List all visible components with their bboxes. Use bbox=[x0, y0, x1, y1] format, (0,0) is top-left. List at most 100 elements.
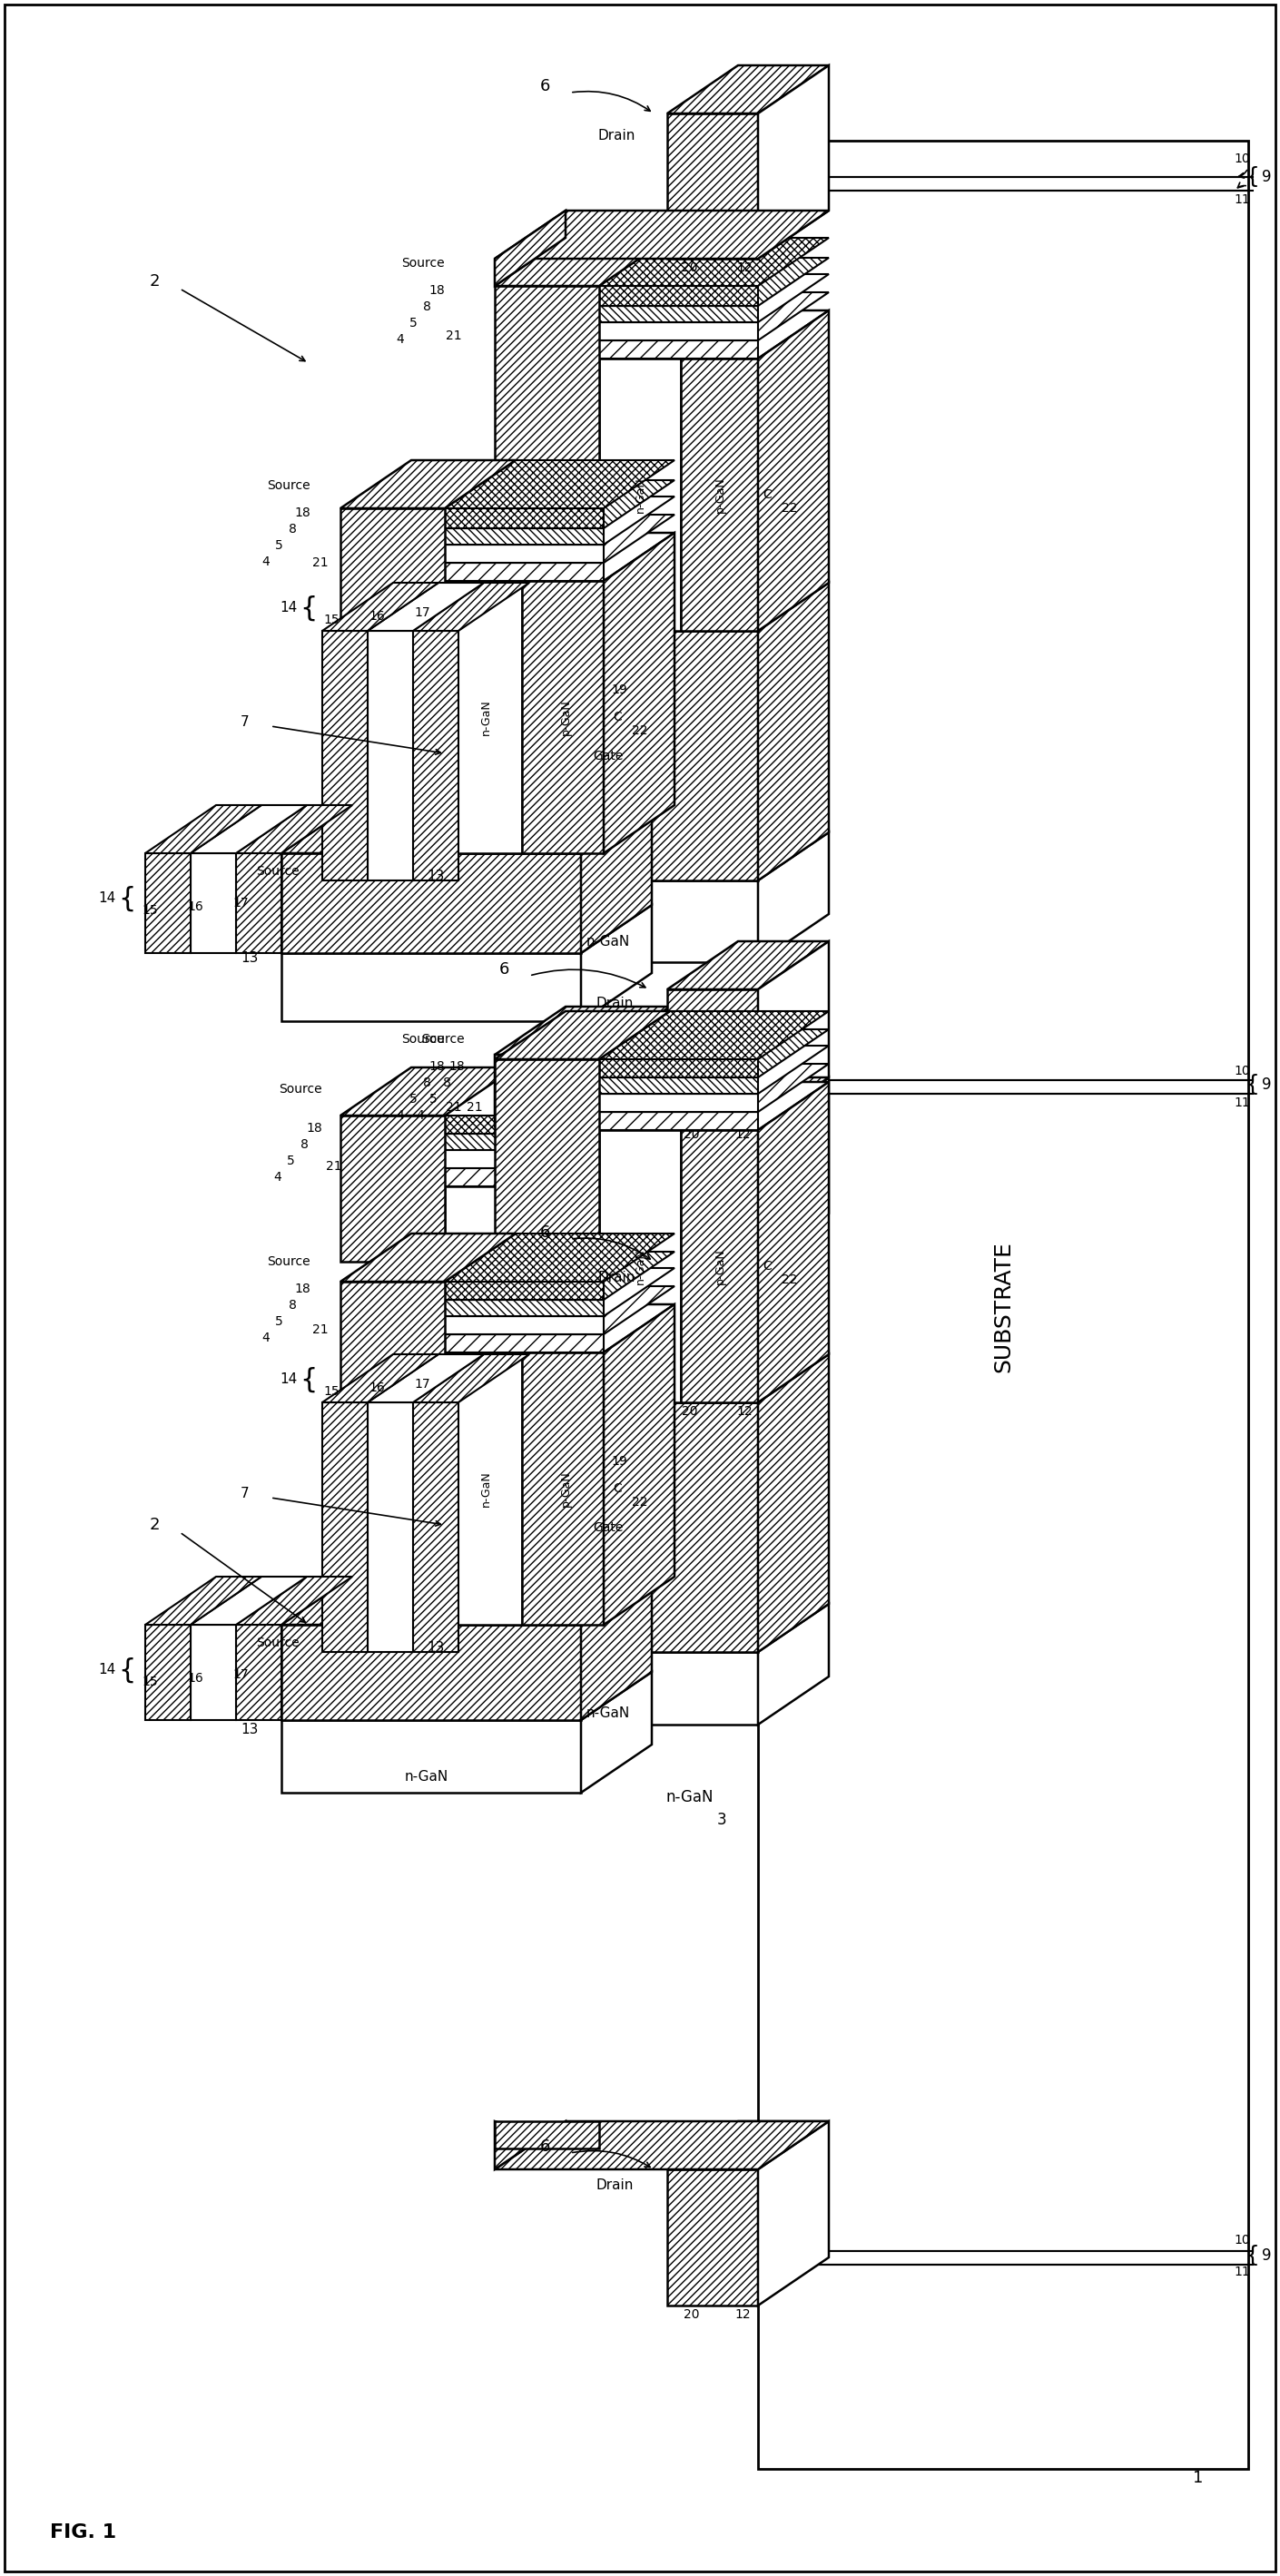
Text: Source: Source bbox=[279, 1082, 323, 1095]
Polygon shape bbox=[413, 631, 458, 881]
Polygon shape bbox=[599, 1090, 758, 1108]
Polygon shape bbox=[445, 479, 675, 528]
Polygon shape bbox=[599, 1113, 758, 1131]
Polygon shape bbox=[445, 1301, 604, 1316]
Polygon shape bbox=[581, 1577, 652, 1721]
Polygon shape bbox=[495, 286, 599, 631]
Polygon shape bbox=[495, 2120, 599, 2148]
Polygon shape bbox=[445, 1267, 675, 1316]
Text: 8: 8 bbox=[424, 1077, 431, 1090]
Polygon shape bbox=[758, 1082, 829, 1401]
Text: 16: 16 bbox=[369, 611, 385, 623]
Polygon shape bbox=[599, 1072, 758, 1090]
Polygon shape bbox=[340, 1066, 516, 1115]
Polygon shape bbox=[282, 853, 581, 953]
Text: 5: 5 bbox=[275, 1316, 283, 1329]
Text: {: { bbox=[1245, 2244, 1260, 2267]
Text: 18: 18 bbox=[294, 1283, 311, 1296]
Polygon shape bbox=[599, 322, 758, 340]
Polygon shape bbox=[599, 1046, 829, 1095]
Polygon shape bbox=[599, 312, 829, 358]
Polygon shape bbox=[236, 1625, 282, 1721]
Polygon shape bbox=[367, 582, 484, 631]
Polygon shape bbox=[495, 1054, 599, 1262]
Text: 20: 20 bbox=[684, 2308, 700, 2321]
Polygon shape bbox=[367, 1401, 413, 1651]
Text: n-GaN: n-GaN bbox=[634, 477, 646, 513]
Polygon shape bbox=[599, 358, 681, 631]
Text: 11: 11 bbox=[1234, 193, 1251, 206]
Text: 9: 9 bbox=[1262, 1077, 1271, 1092]
Text: 21: 21 bbox=[312, 556, 329, 569]
Polygon shape bbox=[667, 2169, 758, 2306]
Text: n-GaN: n-GaN bbox=[586, 1708, 630, 1721]
Polygon shape bbox=[599, 1059, 829, 1108]
Polygon shape bbox=[458, 582, 829, 631]
Polygon shape bbox=[495, 1007, 669, 1054]
Text: 13: 13 bbox=[428, 868, 445, 884]
Polygon shape bbox=[445, 1167, 604, 1188]
Polygon shape bbox=[581, 806, 652, 953]
Polygon shape bbox=[581, 1672, 652, 1793]
Polygon shape bbox=[282, 1625, 581, 1721]
Polygon shape bbox=[681, 358, 758, 631]
Text: Source: Source bbox=[256, 866, 300, 878]
Text: 4: 4 bbox=[261, 556, 270, 569]
Text: {: { bbox=[1245, 165, 1260, 188]
Polygon shape bbox=[323, 582, 439, 631]
Text: n-GaN: n-GaN bbox=[666, 1790, 714, 1806]
Text: Source: Source bbox=[256, 1636, 300, 1649]
Polygon shape bbox=[445, 515, 675, 562]
Polygon shape bbox=[445, 1334, 604, 1352]
Polygon shape bbox=[758, 2120, 829, 2306]
Text: 6: 6 bbox=[499, 961, 509, 976]
Polygon shape bbox=[145, 853, 191, 953]
Text: 14: 14 bbox=[280, 600, 298, 616]
Polygon shape bbox=[445, 1188, 604, 1262]
Polygon shape bbox=[495, 1059, 599, 1401]
Text: n-GaN: n-GaN bbox=[404, 1770, 448, 1785]
Text: 11: 11 bbox=[1234, 1097, 1251, 1110]
Polygon shape bbox=[495, 2120, 829, 2169]
Polygon shape bbox=[667, 64, 829, 113]
Polygon shape bbox=[599, 1082, 829, 1131]
Text: n-GaN: n-GaN bbox=[480, 698, 492, 734]
Polygon shape bbox=[413, 1355, 529, 1401]
Text: 5: 5 bbox=[410, 317, 417, 330]
Polygon shape bbox=[458, 881, 758, 963]
Text: 10: 10 bbox=[1234, 2233, 1249, 2246]
Polygon shape bbox=[495, 237, 669, 286]
Polygon shape bbox=[599, 1095, 758, 1113]
Text: 21: 21 bbox=[326, 1159, 342, 1172]
Polygon shape bbox=[445, 1252, 675, 1301]
Polygon shape bbox=[458, 832, 829, 881]
Text: 21: 21 bbox=[445, 330, 462, 343]
Text: 17: 17 bbox=[415, 1378, 430, 1391]
Text: 14: 14 bbox=[99, 1664, 116, 1677]
Polygon shape bbox=[495, 1012, 669, 1059]
Polygon shape bbox=[758, 312, 829, 631]
Text: p-GaN: p-GaN bbox=[714, 477, 726, 513]
Text: 22: 22 bbox=[632, 1497, 648, 1510]
Polygon shape bbox=[667, 2120, 829, 2169]
Text: SUBSTRATE: SUBSTRATE bbox=[992, 1242, 1014, 1373]
Text: 20: 20 bbox=[682, 1404, 698, 1417]
Text: 2: 2 bbox=[148, 1517, 160, 1533]
Text: 15: 15 bbox=[142, 904, 157, 917]
Polygon shape bbox=[758, 1355, 829, 1651]
Polygon shape bbox=[522, 1352, 604, 1625]
Polygon shape bbox=[191, 806, 307, 853]
Polygon shape bbox=[323, 631, 367, 881]
Text: Drain: Drain bbox=[598, 129, 635, 142]
Polygon shape bbox=[340, 1234, 516, 1283]
Polygon shape bbox=[340, 1283, 445, 1625]
Polygon shape bbox=[758, 940, 829, 1126]
Text: 11: 11 bbox=[1234, 2264, 1251, 2277]
Polygon shape bbox=[599, 291, 829, 340]
Text: 21: 21 bbox=[467, 1100, 483, 1113]
Polygon shape bbox=[495, 211, 829, 258]
Polygon shape bbox=[323, 1355, 439, 1401]
Text: 16: 16 bbox=[187, 1672, 204, 1685]
Text: 13: 13 bbox=[428, 1641, 445, 1654]
Polygon shape bbox=[236, 853, 282, 953]
